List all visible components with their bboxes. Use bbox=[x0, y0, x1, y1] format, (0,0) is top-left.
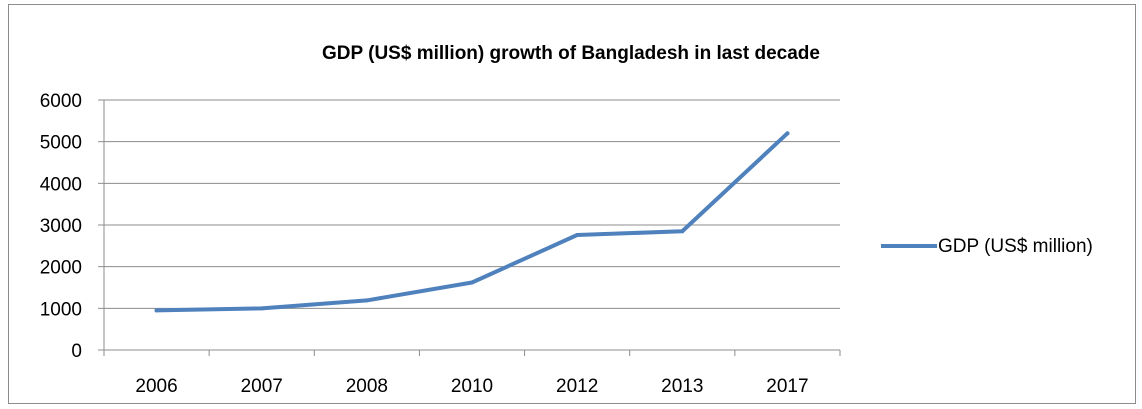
y-tick-label: 5000 bbox=[40, 133, 82, 154]
data-point bbox=[470, 280, 474, 285]
data-point bbox=[364, 298, 369, 303]
x-tick-label: 2010 bbox=[451, 376, 493, 397]
x-axis-ticks: 2006 2007 2008 2010 2012 2013 2017 bbox=[103, 350, 841, 397]
data-point bbox=[680, 229, 685, 234]
series-group bbox=[154, 131, 790, 313]
y-axis-ticks: 0 1000 2000 3000 4000 5000 6000 bbox=[40, 91, 104, 362]
chart-frame bbox=[8, 4, 1136, 404]
legend: GDP (US$ million) bbox=[881, 236, 1093, 257]
x-tick-label: 2008 bbox=[346, 376, 388, 397]
gridlines bbox=[104, 99, 840, 309]
y-tick-label: 3000 bbox=[40, 216, 82, 237]
x-tick-label: 2013 bbox=[661, 376, 703, 397]
y-tick-label: 4000 bbox=[40, 174, 82, 195]
x-tick-label: 2007 bbox=[241, 376, 283, 397]
x-tick-label: 2006 bbox=[135, 376, 177, 397]
y-tick-label: 2000 bbox=[40, 258, 82, 279]
y-tick-label: 1000 bbox=[40, 299, 82, 320]
data-point bbox=[259, 306, 264, 311]
y-tick-label: 6000 bbox=[40, 91, 82, 112]
x-tick-label: 2012 bbox=[556, 376, 598, 397]
x-tick-label: 2017 bbox=[766, 376, 808, 397]
y-tick-label: 0 bbox=[71, 341, 82, 362]
legend-label: GDP (US$ million) bbox=[938, 236, 1093, 257]
chart-title: GDP (US$ million) growth of Bangladesh i… bbox=[322, 43, 820, 64]
data-point bbox=[575, 233, 580, 237]
data-point bbox=[154, 308, 159, 313]
data-point bbox=[785, 131, 790, 136]
